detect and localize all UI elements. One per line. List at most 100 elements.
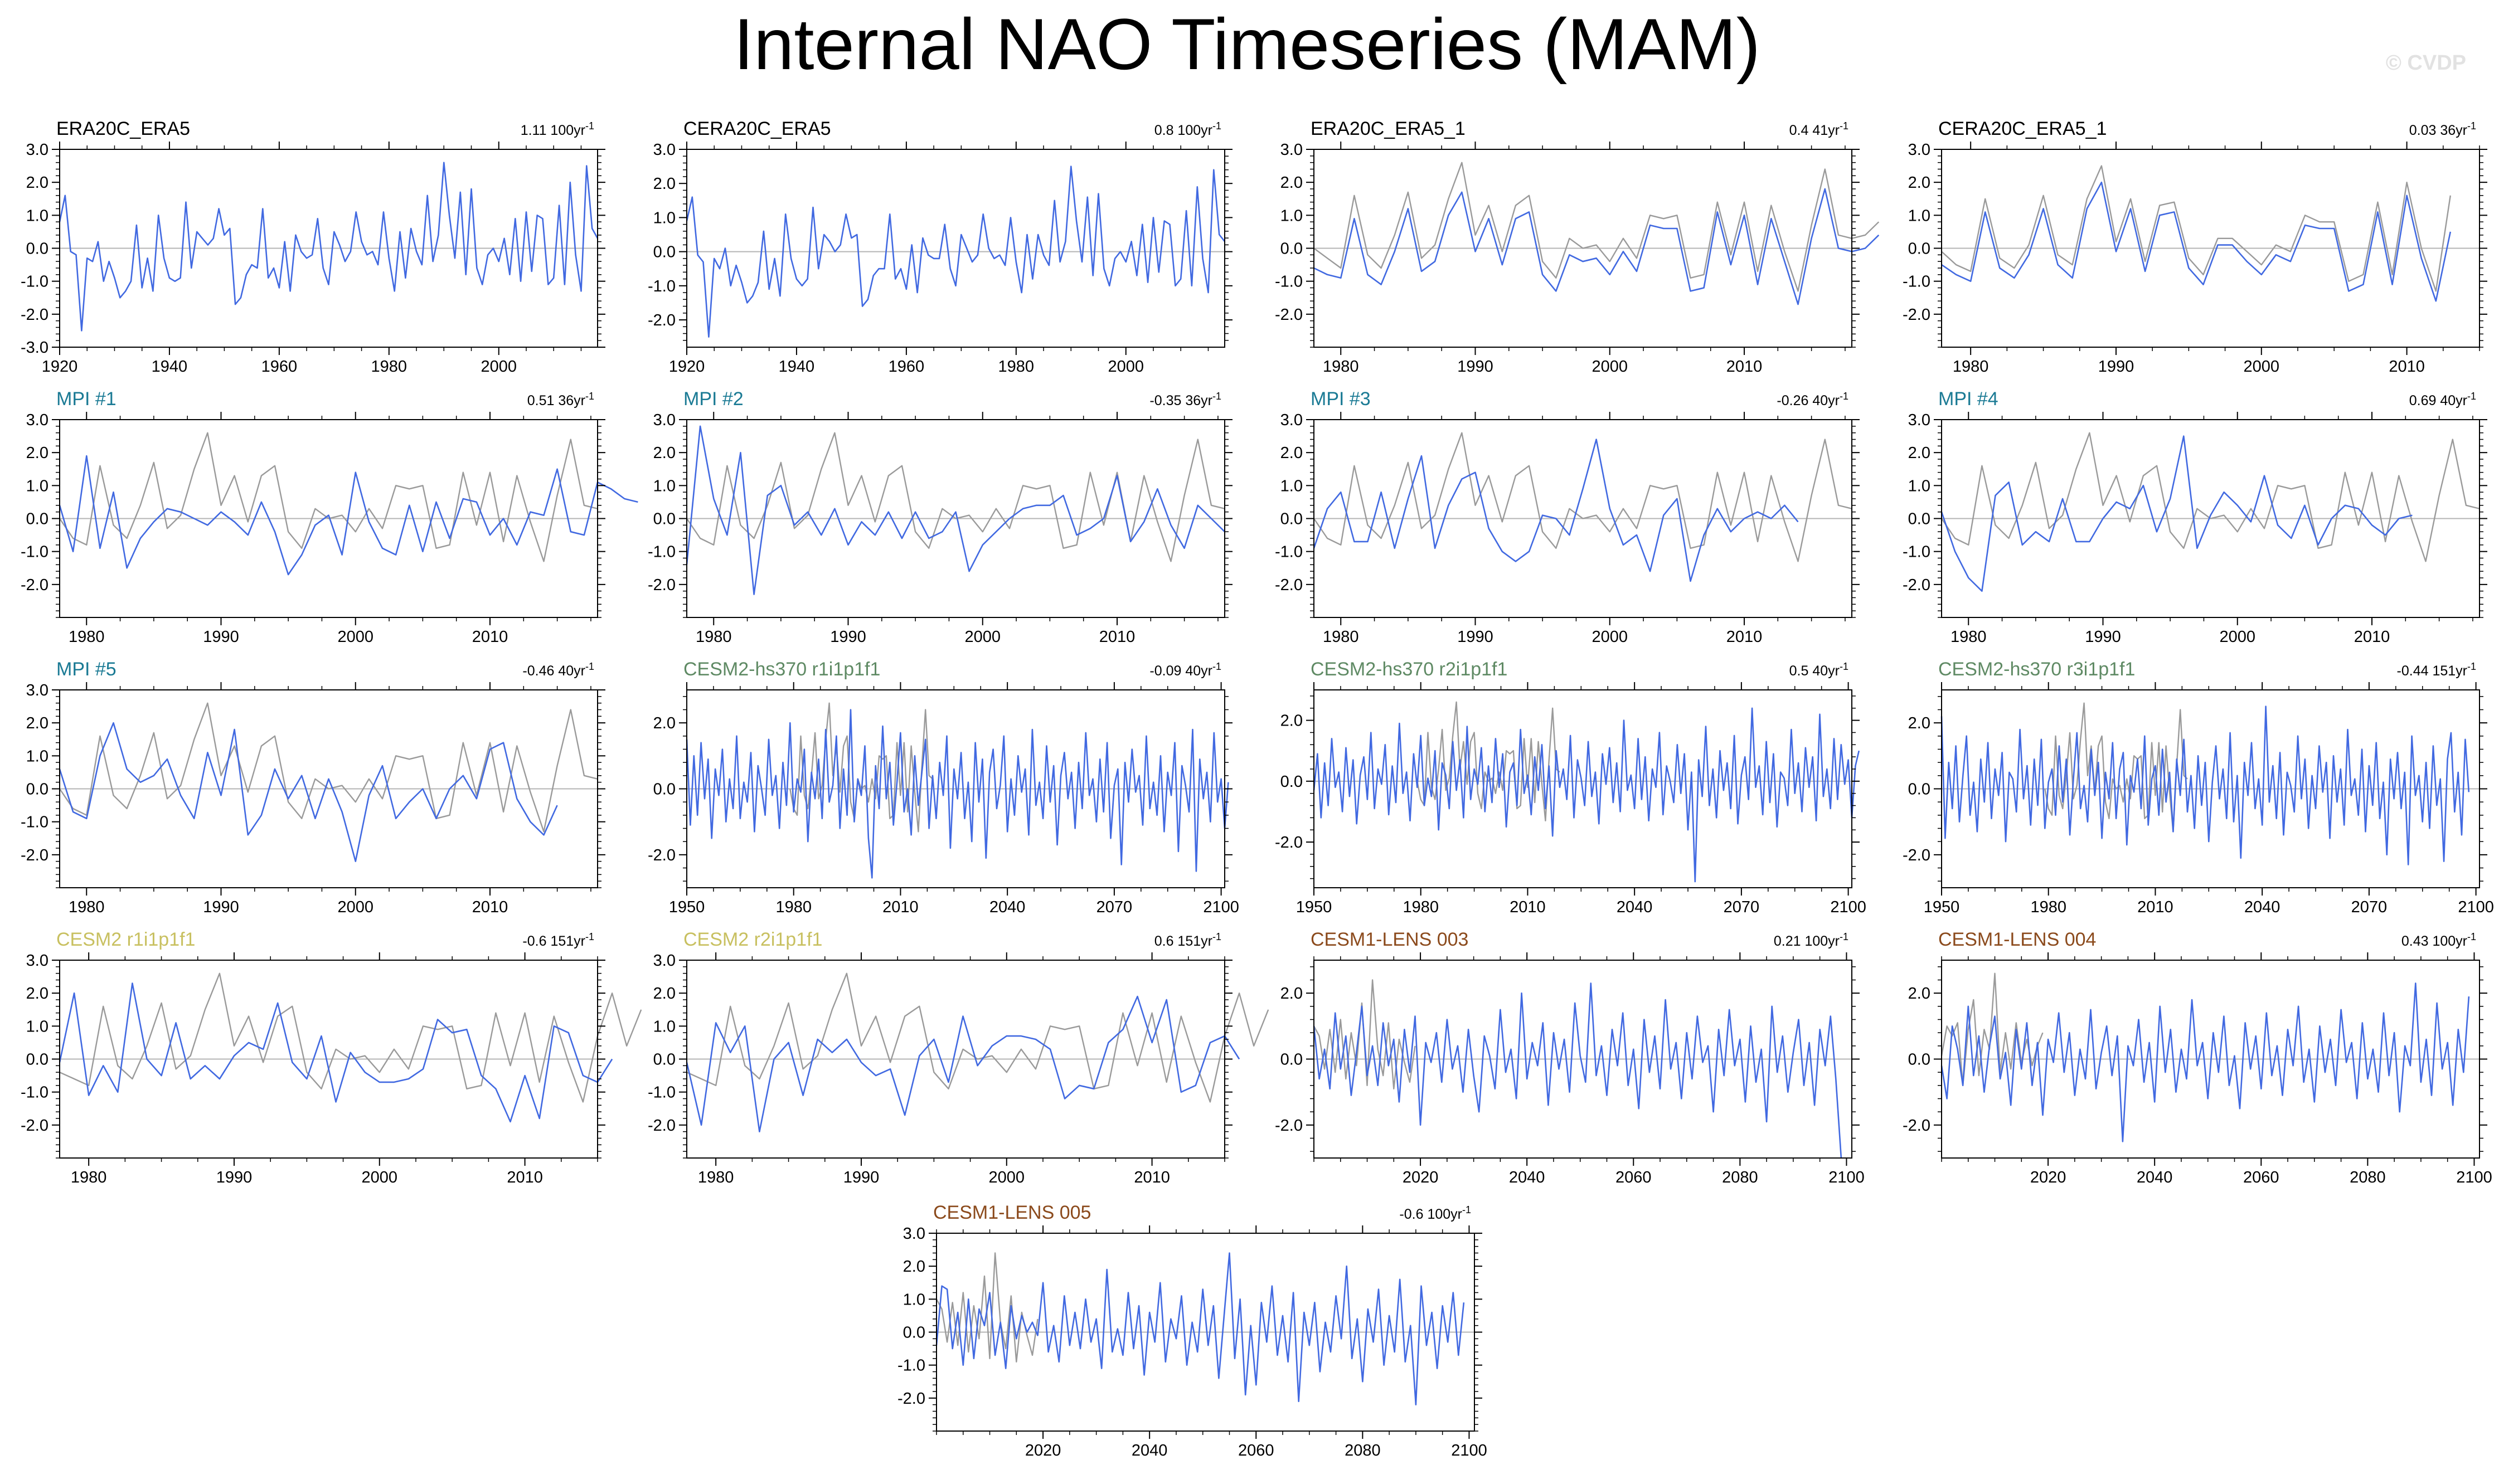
y-tick-label: 0.0 bbox=[26, 781, 48, 799]
x-tick-label: 1980 bbox=[1323, 628, 1359, 646]
x-tick-label: 2000 bbox=[964, 628, 1001, 646]
x-tick-label: 1990 bbox=[203, 628, 239, 646]
panel-13: CESM2 r1i1p1f1 -0.6 151yr-1 3.0 2.0 1.0 0.0 -1… bbox=[21, 929, 642, 1186]
panel-7: MPI #3 -0.26 40yr-1 3.0 2.0 1.0 0.0 -1.0 -2.0 19… bbox=[1275, 388, 1860, 646]
x-tick-label: 1950 bbox=[1924, 898, 1960, 916]
obs-series-line bbox=[1313, 162, 1880, 292]
x-tick-label: 2010 bbox=[2389, 358, 2425, 376]
obs-series-line bbox=[1313, 432, 1852, 562]
model-series-line bbox=[686, 425, 1225, 595]
x-tick-label: 2100 bbox=[1830, 898, 1866, 916]
x-tick-label: 1980 bbox=[698, 1169, 734, 1186]
obs-series-line bbox=[2044, 702, 2188, 833]
x-tick-label: 1980 bbox=[998, 358, 1035, 376]
trend-label: 1.11 100yr-1 bbox=[521, 120, 594, 138]
panel-title: CESM2-hs370 r1i1p1f1 bbox=[683, 659, 880, 680]
y-tick-label: 0.0 bbox=[1280, 510, 1303, 528]
trend-label: 0.69 40yr-1 bbox=[2409, 391, 2476, 408]
y-tick-label: 1.0 bbox=[1908, 477, 1930, 495]
obs-series-line bbox=[789, 702, 933, 833]
trend-superscript: -1 bbox=[1212, 391, 1221, 402]
x-tick-label: 2010 bbox=[472, 898, 508, 916]
trend-label: -0.44 151yr-1 bbox=[2397, 661, 2476, 679]
x-tick-label: 2080 bbox=[1722, 1169, 1758, 1186]
model-series-line bbox=[686, 166, 1226, 338]
model-series-line bbox=[935, 1252, 1465, 1405]
panel-6: MPI #2 -0.35 36yr-1 3.0 2.0 1.0 0.0 -1.0 -2.0 19… bbox=[648, 388, 1233, 646]
x-tick-label: 2000 bbox=[1591, 358, 1628, 376]
panel-title: MPI #3 bbox=[1311, 388, 1371, 410]
x-tick-label: 2000 bbox=[337, 628, 373, 646]
x-tick-label: 1980 bbox=[1953, 358, 1989, 376]
x-tick-label: 2000 bbox=[1591, 628, 1628, 646]
trend-superscript: -1 bbox=[2467, 120, 2476, 132]
x-tick-label: 2080 bbox=[1345, 1442, 1381, 1459]
panel-title: CERA20C_ERA5_1 bbox=[1938, 118, 2107, 139]
x-tick-label: 2070 bbox=[1724, 898, 1760, 916]
y-tick-label: 2.0 bbox=[26, 444, 48, 462]
panel-1: ERA20C_ERA5 1.11 100yr-1 3.0 2.0 1.0 0.0 -1.0 -… bbox=[21, 118, 605, 376]
x-tick-label: 2100 bbox=[2458, 898, 2494, 916]
x-tick-label: 1980 bbox=[696, 628, 732, 646]
obs-series-line bbox=[686, 432, 1225, 562]
y-tick-label: -2.0 bbox=[21, 1117, 48, 1135]
x-tick-label: 1920 bbox=[669, 358, 705, 376]
x-tick-label: 1980 bbox=[69, 628, 105, 646]
y-tick-label: -2.0 bbox=[1275, 1117, 1303, 1135]
y-tick-label: 0.0 bbox=[1908, 1051, 1930, 1069]
y-tick-label: -2.0 bbox=[648, 312, 676, 329]
trend-superscript: -1 bbox=[585, 931, 594, 942]
y-tick-label: 1.0 bbox=[26, 207, 48, 225]
y-tick-label: 2.0 bbox=[653, 444, 676, 462]
x-tick-label: 1990 bbox=[1457, 358, 1493, 376]
y-tick-label: 1.0 bbox=[653, 209, 676, 227]
x-tick-label: 1980 bbox=[69, 898, 105, 916]
x-tick-label: 2100 bbox=[1828, 1169, 1865, 1186]
trend-label: 0.51 36yr-1 bbox=[527, 391, 594, 408]
y-tick-label: 2.0 bbox=[653, 714, 676, 732]
y-tick-label: -2.0 bbox=[1903, 306, 1930, 324]
y-tick-label: -2.0 bbox=[1275, 306, 1303, 324]
y-tick-label: 1.0 bbox=[653, 477, 676, 495]
trend-superscript: -1 bbox=[1462, 1204, 1471, 1215]
x-tick-label: 2010 bbox=[1134, 1169, 1170, 1186]
x-tick-label: 1980 bbox=[775, 898, 812, 916]
x-tick-label: 1980 bbox=[1950, 628, 1987, 646]
model-series-line bbox=[1313, 188, 1880, 305]
obs-series-line bbox=[1941, 165, 2451, 292]
panel-8: MPI #4 0.69 40yr-1 3.0 2.0 1.0 0.0 -1.0 -2.0 198… bbox=[1903, 388, 2487, 646]
model-series-line bbox=[1313, 982, 1842, 1159]
x-tick-label: 2010 bbox=[882, 898, 919, 916]
panel-title: MPI #1 bbox=[56, 388, 117, 410]
figure-title: Internal NAO Timeseries (MAM) bbox=[733, 3, 1761, 85]
y-tick-label: 2.0 bbox=[26, 985, 48, 1003]
x-tick-label: 2080 bbox=[2350, 1169, 2386, 1186]
y-tick-label: -2.0 bbox=[648, 846, 676, 864]
y-tick-label: -1.0 bbox=[21, 273, 48, 291]
model-series-line bbox=[59, 982, 613, 1123]
x-tick-label: 1960 bbox=[889, 358, 925, 376]
y-tick-label: 0.0 bbox=[1280, 1051, 1303, 1069]
trend-label: -0.6 100yr-1 bbox=[1399, 1204, 1471, 1222]
trend-superscript: -1 bbox=[1212, 661, 1221, 672]
x-tick-label: 2010 bbox=[1726, 358, 1763, 376]
obs-series-line bbox=[1941, 432, 2480, 562]
trend-label: 0.43 100yr-1 bbox=[2401, 931, 2476, 949]
model-series-line bbox=[59, 162, 599, 332]
panel-title: ERA20C_ERA5_1 bbox=[1311, 118, 1466, 139]
x-tick-label: 1980 bbox=[1403, 898, 1439, 916]
y-tick-label: -2.0 bbox=[21, 306, 48, 324]
y-tick-label: -2.0 bbox=[21, 576, 48, 594]
panel-title: ERA20C_ERA5 bbox=[56, 118, 190, 139]
x-tick-label: 2000 bbox=[2219, 628, 2255, 646]
y-tick-label: 0.0 bbox=[653, 244, 676, 261]
x-tick-label: 1940 bbox=[779, 358, 815, 376]
y-tick-label: 3.0 bbox=[26, 952, 48, 970]
x-tick-label: 2040 bbox=[989, 898, 1026, 916]
y-tick-label: 0.0 bbox=[653, 781, 676, 799]
x-tick-label: 2010 bbox=[1099, 628, 1136, 646]
x-tick-label: 1980 bbox=[71, 1169, 107, 1186]
trend-superscript: -1 bbox=[2467, 391, 2476, 402]
panel-title: CESM1-LENS 005 bbox=[933, 1202, 1091, 1223]
y-tick-label: 3.0 bbox=[1908, 411, 1930, 429]
